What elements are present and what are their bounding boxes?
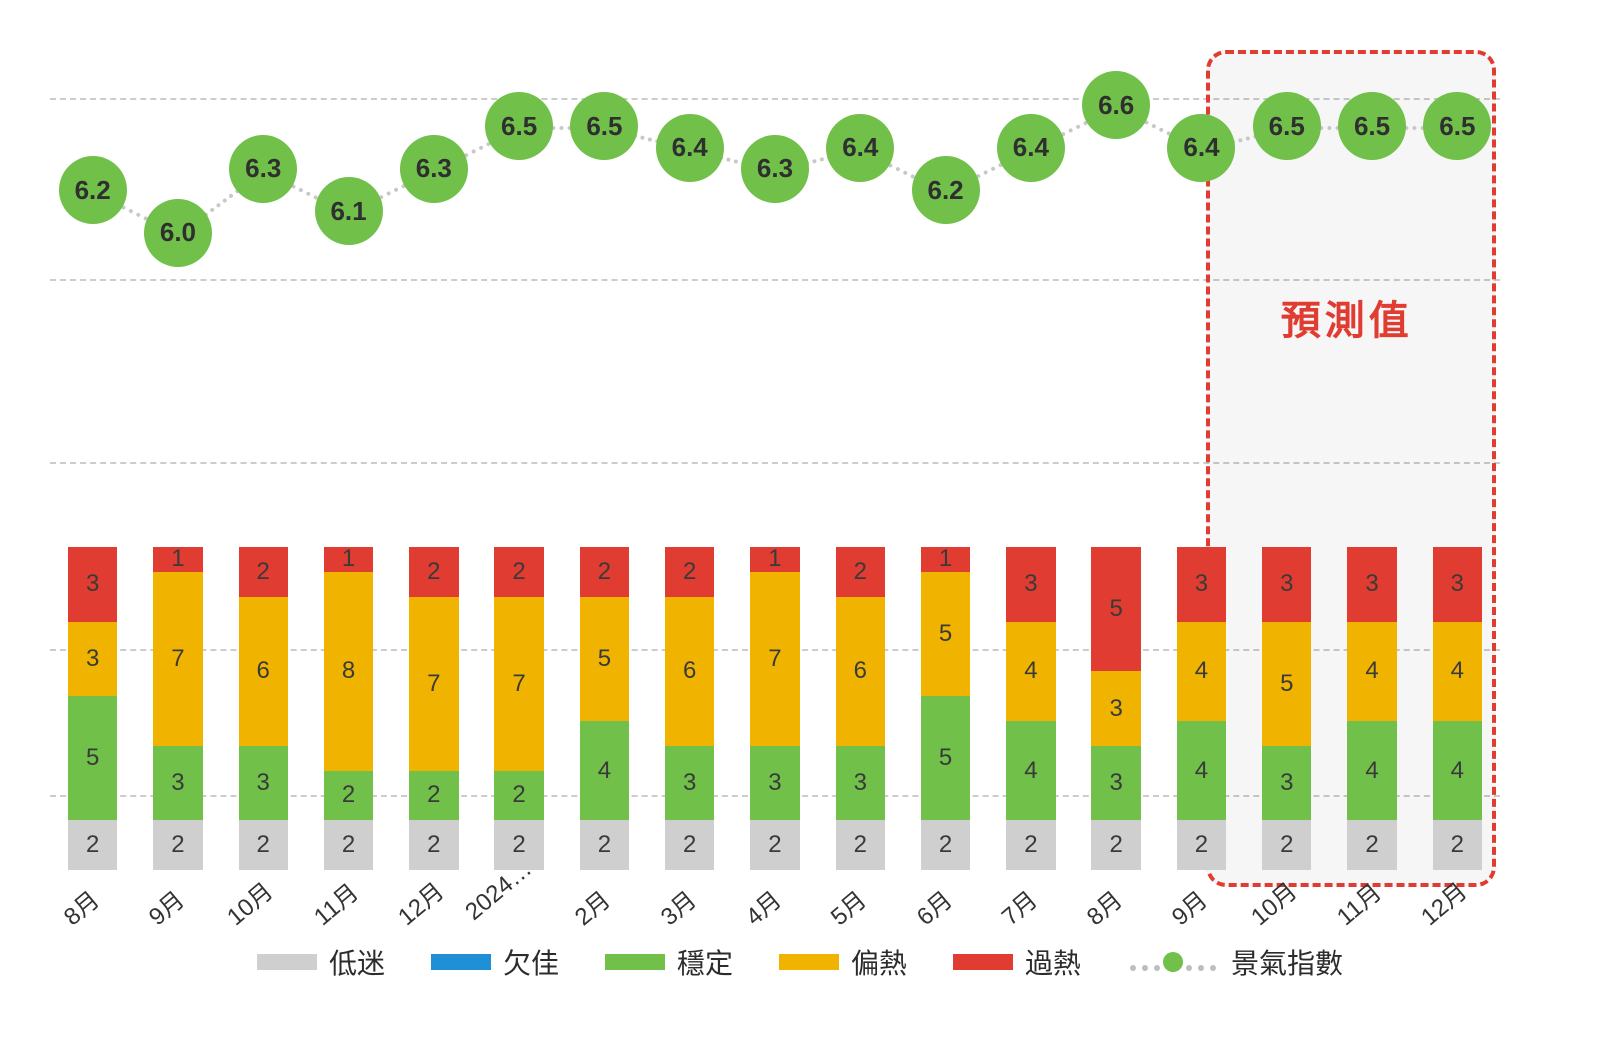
legend-label: 低迷 [329, 942, 385, 982]
legend-swatch [257, 954, 317, 970]
x-axis-label: 2月 [566, 881, 617, 932]
x-axis-label: 2024… [460, 855, 537, 926]
legend: 低迷 欠佳 穩定 偏熱 過熱 景氣指數 [40, 930, 1560, 982]
legend-item-hot: 偏熱 [779, 942, 907, 982]
x-axis-label: 10月 [218, 872, 279, 931]
plot-area: 預測值 6.26.06.36.16.36.56.56.46.36.46.26.4… [50, 20, 1500, 870]
legend-label: 景氣指數 [1231, 942, 1343, 982]
legend-label: 偏熱 [851, 942, 907, 982]
legend-swatch [953, 954, 1013, 970]
x-axis-label: 5月 [822, 881, 873, 932]
legend-item-overheat: 過熱 [953, 942, 1081, 982]
x-axis-label: 7月 [992, 881, 1043, 932]
legend-item-index: 景氣指數 [1127, 942, 1343, 982]
x-axis-label: 9月 [1163, 881, 1214, 932]
legend-label: 欠佳 [503, 942, 559, 982]
legend-swatch [431, 954, 491, 970]
x-axis-label: 6月 [907, 881, 958, 932]
legend-label: 穩定 [677, 942, 733, 982]
x-axis-label: 3月 [651, 881, 702, 932]
legend-label: 過熱 [1025, 942, 1081, 982]
x-axis-label: 11月 [304, 874, 364, 932]
legend-swatch [605, 954, 665, 970]
x-axis-label: 12月 [388, 872, 449, 931]
legend-item-low: 低迷 [257, 942, 385, 982]
legend-swatch [779, 954, 839, 970]
x-axis-labels: 8月9月10月11月12月2024…2月3月4月5月6月7月8月9月10月11月… [50, 20, 1500, 870]
legend-item-poor: 欠佳 [431, 942, 559, 982]
x-axis-label: 9月 [139, 881, 190, 932]
x-axis-label: 4月 [736, 881, 787, 932]
x-axis-label: 8月 [54, 881, 105, 932]
legend-item-stable: 穩定 [605, 942, 733, 982]
legend-line-icon [1127, 946, 1219, 978]
x-axis-label: 8月 [1077, 881, 1128, 932]
combo-chart: 預測值 6.26.06.36.16.36.56.56.46.36.46.26.4… [40, 20, 1560, 930]
